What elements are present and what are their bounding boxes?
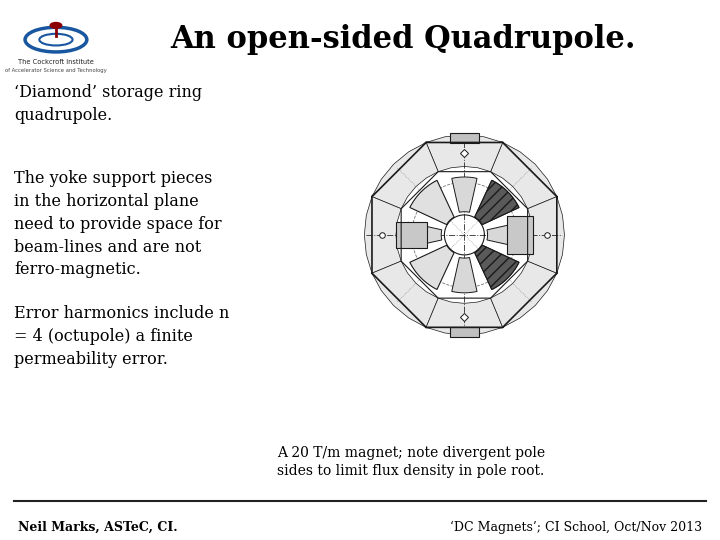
Polygon shape <box>487 222 522 247</box>
Polygon shape <box>410 180 454 225</box>
Ellipse shape <box>40 34 73 45</box>
Polygon shape <box>407 222 442 247</box>
Text: ‘DC Magnets’; CI School, Oct/Nov 2013: ‘DC Magnets’; CI School, Oct/Nov 2013 <box>450 520 702 534</box>
Polygon shape <box>450 327 479 337</box>
Polygon shape <box>451 258 477 293</box>
Text: of Accelerator Science and Technology: of Accelerator Science and Technology <box>5 68 107 73</box>
Circle shape <box>50 22 63 29</box>
Polygon shape <box>372 143 557 327</box>
Polygon shape <box>490 261 557 327</box>
Polygon shape <box>396 222 427 247</box>
Polygon shape <box>474 245 519 289</box>
Text: The yoke support pieces
in the horizontal plane
need to provide space for
beam-l: The yoke support pieces in the horizonta… <box>14 170 222 279</box>
Polygon shape <box>528 197 564 273</box>
Polygon shape <box>474 180 519 225</box>
Text: The Cockcroft Institute: The Cockcroft Institute <box>18 59 94 65</box>
Text: A 20 T/m magnet; note divergent pole
sides to limit flux density in pole root.: A 20 T/m magnet; note divergent pole sid… <box>277 446 545 478</box>
Polygon shape <box>364 197 401 273</box>
Polygon shape <box>410 245 454 289</box>
Text: Error harmonics include n
= 4 (octupole) a finite
permeability error.: Error harmonics include n = 4 (octupole)… <box>14 305 230 368</box>
Polygon shape <box>372 143 557 327</box>
Text: Neil Marks, ASTeC, CI.: Neil Marks, ASTeC, CI. <box>18 521 178 534</box>
Polygon shape <box>426 298 503 335</box>
Polygon shape <box>451 177 477 212</box>
Polygon shape <box>372 143 438 208</box>
Polygon shape <box>450 133 479 143</box>
Text: An open-sided Quadrupole.: An open-sided Quadrupole. <box>171 24 636 55</box>
Polygon shape <box>474 180 519 225</box>
Polygon shape <box>426 135 503 172</box>
Polygon shape <box>490 143 557 208</box>
Polygon shape <box>507 216 533 254</box>
Text: ‘Diamond’ storage ring
quadrupole.: ‘Diamond’ storage ring quadrupole. <box>14 84 202 124</box>
Polygon shape <box>474 245 519 289</box>
Polygon shape <box>372 261 438 327</box>
